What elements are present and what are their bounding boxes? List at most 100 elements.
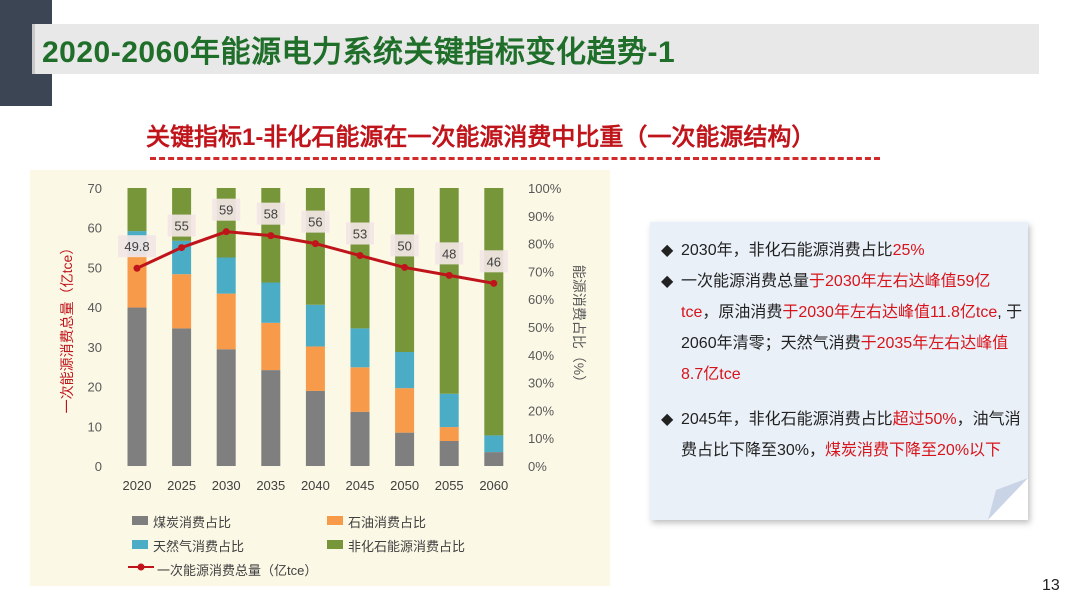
data-label-bg (435, 242, 464, 265)
legend-label-nonfossil: 非化石能源消费占比 (348, 539, 466, 554)
bar-segment-nonfossil (439, 188, 459, 394)
total-consumption-data-label: 48 (442, 246, 456, 261)
total-consumption-point (267, 232, 275, 240)
note-3-highlight-b: 煤炭消费下降至20%以下 (825, 442, 1002, 459)
note-2-highlight-b: 于2030年左右达峰值11.8亿tce (782, 304, 998, 321)
title-bar (32, 24, 1039, 74)
note-bullet-1: ◆ 2030年，非化石能源消费占比25% (661, 235, 1023, 266)
note-bullet-3: ◆ 2045年，非化石能源消费占比超过50%，油气消费占比下降至30%，煤炭消费… (661, 404, 1023, 466)
right-axis-tick-label: 50% (528, 320, 554, 335)
right-axis-tick-label: 20% (528, 403, 554, 418)
total-consumption-data-label: 56 (308, 215, 322, 230)
stacked-bar-line-chart: 0102030405060700%10%20%30%40%50%60%70%80… (59, 181, 587, 493)
left-axis-title: 一次能源消费总量（亿tce） (59, 241, 75, 414)
bar-segment-oil (305, 346, 325, 391)
legend-label-coal: 煤炭消费占比 (153, 515, 232, 530)
slide-subtitle: 关键指标1-非化石能源在一次能源消费中比重（一次能源结构） (146, 124, 816, 151)
legend-swatch-coal (132, 516, 148, 525)
left-axis-tick-label: 20 (88, 380, 102, 395)
right-axis-tick-label: 40% (528, 348, 554, 363)
total-consumption-point (133, 264, 141, 272)
x-axis-tick-label: 2045 (346, 478, 375, 493)
total-consumption-point (490, 279, 498, 287)
note-2-text-b: ，原油消费 (702, 304, 783, 321)
total-consumption-point (445, 271, 453, 279)
x-axis-tick-label: 2035 (256, 478, 285, 493)
notes-callout-box (650, 222, 1028, 520)
page-number: 13 (1042, 577, 1060, 594)
page-curl-corner (988, 478, 1028, 520)
bar-segment-coal (172, 328, 192, 466)
bar-segment-gas (439, 393, 459, 428)
left-axis-tick-label: 50 (88, 260, 102, 275)
total-consumption-point (178, 244, 186, 252)
bar-segment-coal (484, 452, 504, 466)
note-3-text-b: ，油气消费占比下降至30%， (681, 411, 1021, 459)
x-axis-tick-label: 2030 (212, 478, 241, 493)
note-1-text: 2030年，非化石能源消费占比 (681, 242, 893, 259)
data-label-bg (167, 214, 196, 237)
x-axis-tick-label: 2060 (479, 478, 508, 493)
bar-segment-nonfossil (216, 188, 236, 258)
bar-segment-oil (350, 367, 370, 412)
bar-segment-oil (216, 293, 236, 350)
diamond-bullet-icon: ◆ (661, 411, 674, 428)
total-consumption-point (311, 240, 319, 248)
x-axis-tick-label: 2050 (390, 478, 419, 493)
legend-swatch-oil (327, 516, 343, 525)
data-label-bg (390, 234, 419, 257)
x-axis-tick-label: 2025 (167, 478, 196, 493)
left-axis-tick-label: 30 (88, 340, 102, 355)
diamond-bullet-icon: ◆ (661, 273, 674, 290)
bar-segment-oil (127, 254, 147, 308)
total-consumption-data-label: 59 (219, 203, 233, 218)
legend-label-oil: 石油消费占比 (348, 515, 427, 530)
total-consumption-data-label: 46 (487, 254, 501, 269)
data-label-bg (212, 198, 241, 221)
bar-segment-nonfossil (127, 188, 147, 232)
subtitle-dashed-underline (150, 157, 880, 160)
data-label-bg (118, 235, 156, 258)
note-2-text-c: , 于2060年清零；天然气消费 (681, 304, 1023, 352)
note-3-highlight-a: 超过50% (892, 411, 957, 428)
note-2-highlight-c: 于2035年左右达峰值8.7亿tce (681, 335, 1009, 383)
right-axis-tick-label: 70% (528, 264, 554, 279)
right-axis-tick-label: 10% (528, 431, 554, 446)
left-axis-tick-label: 70 (88, 181, 102, 196)
note-3-text-a: 2045年，非化石能源消费占比 (681, 411, 893, 428)
bar-segment-coal (261, 370, 281, 466)
note-1-highlight: 25% (892, 242, 925, 259)
right-axis-tick-label: 30% (528, 376, 554, 391)
total-consumption-data-label: 53 (353, 227, 367, 242)
legend-swatch-nonfossil (327, 540, 343, 549)
legend-swatch-gas (132, 540, 148, 549)
bar-segment-coal (305, 390, 325, 466)
bar-segment-oil (172, 274, 192, 329)
bar-segment-oil (395, 388, 415, 433)
bar-segment-gas (216, 257, 236, 294)
bar-segment-oil (261, 322, 281, 371)
right-axis-tick-label: 60% (528, 292, 554, 307)
total-consumption-point (222, 228, 230, 236)
left-axis-tick-label: 10 (88, 419, 102, 434)
data-label-bg (479, 250, 508, 273)
data-label-bg (256, 202, 285, 225)
total-consumption-data-label: 58 (264, 207, 278, 222)
x-axis-tick-label: 2040 (301, 478, 330, 493)
left-axis-tick-label: 40 (88, 300, 102, 315)
right-axis-tick-label: 100% (528, 181, 562, 196)
bar-segment-gas (305, 304, 325, 347)
right-axis-tick-label: 80% (528, 237, 554, 252)
bar-segment-coal (439, 440, 459, 466)
legend-swatch-total-line (128, 563, 154, 571)
total-consumption-point (356, 252, 364, 260)
bar-segment-gas (395, 352, 415, 389)
right-axis-tick-label: 90% (528, 209, 554, 224)
data-label-bg (301, 210, 330, 233)
note-2-highlight-a: 于2030年左右达峰值59亿tce (681, 273, 991, 321)
diamond-bullet-icon: ◆ (661, 242, 674, 259)
data-label-bg (346, 222, 374, 245)
note-2-text-a: 一次能源消费总量 (681, 273, 810, 290)
bar-segment-gas (350, 328, 370, 368)
bar-segment-nonfossil (484, 188, 504, 436)
